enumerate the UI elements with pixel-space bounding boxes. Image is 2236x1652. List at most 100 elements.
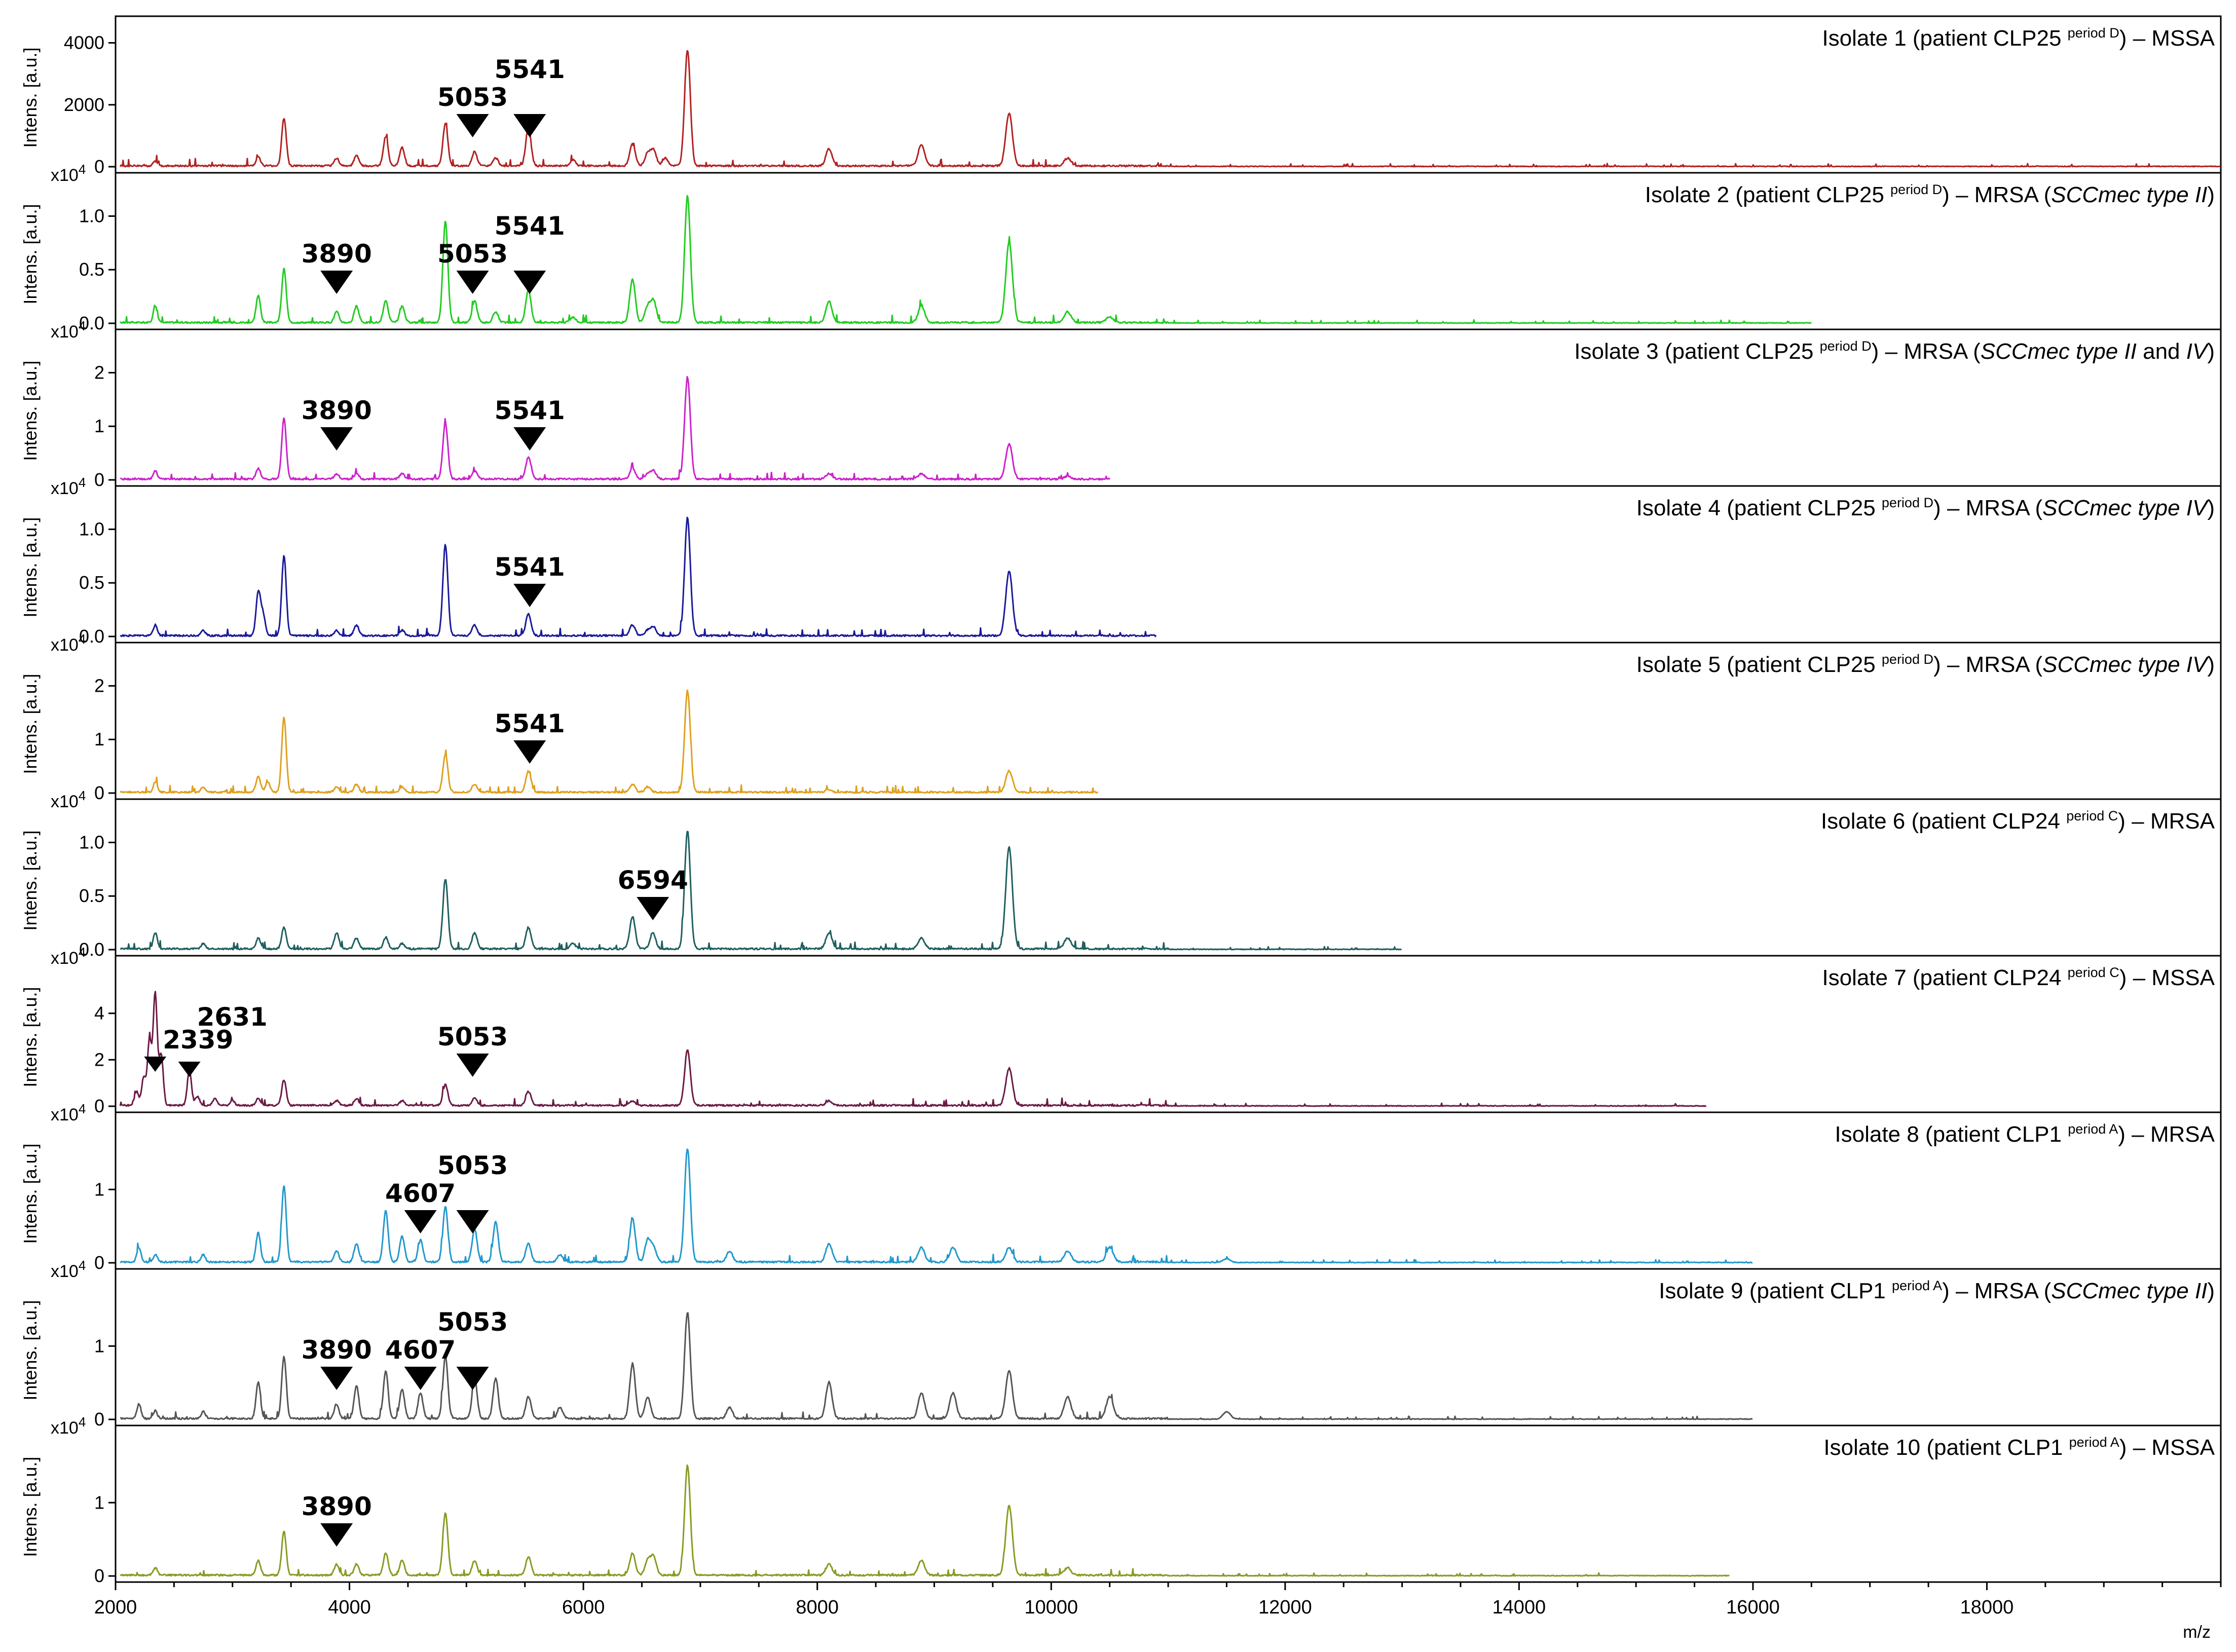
spectrum-trace [120,195,1812,324]
panel-title: Isolate 1 (patient CLP25 period D) – MSS… [1822,25,2215,51]
x-tick-label: 2000 [94,1597,137,1618]
spectrum-panel-5: Intens. [a.u.] 0 1 2 x104 Isolate 5 (patient … [20,631,2222,803]
spectrum-panel-8: Intens. [a.u.] 0 1 x104 Isolate 8 (patient C… [20,1101,2222,1273]
y-axis-label: Intens. [a.u.] [20,1456,41,1557]
spectrum-trace [120,516,1157,637]
spectrum-panel-4: Intens. [a.u.] 0.0 0.5 1.0 x104 Isolate 4 (pa… [20,475,2222,647]
y-axis-label: Intens. [a.u.] [20,987,41,1087]
y-tick-label: 1.0 [79,832,104,852]
y-axis-label: Intens. [a.u.] [20,360,41,461]
peak-label-4607: 4607 [385,1179,456,1208]
spectrum-panel-3: Intens. [a.u.] 0 1 2 x104 Isolate 3 (patient … [20,318,2222,490]
y-tick-label: 0.0 [79,313,104,333]
spectrum-trace [119,50,2221,168]
peak-label-2631: 2631 [197,1002,268,1032]
panel-title: Isolate 5 (patient CLP25 period D) – MRS… [1636,652,2215,677]
y-exponent-label: x104 [51,1414,86,1438]
y-tick-label: 2 [94,1049,104,1070]
spectrum-trace [120,1312,1753,1420]
x-tick-label: 6000 [562,1597,605,1618]
peak-marker-3890 [320,271,353,294]
peak-label-5541: 5541 [495,396,565,425]
y-exponent-label: x104 [51,1101,86,1124]
y-tick-label: 0 [94,1565,104,1586]
peak-marker-6594 [637,897,669,920]
peak-label-6594: 6594 [618,866,688,895]
y-tick-label: 2 [94,675,104,696]
peak-marker-5541 [513,114,546,137]
y-exponent-label: x104 [51,1258,86,1281]
panel-title: Isolate 10 (patient CLP1 period A) – MSS… [1823,1435,2215,1460]
peak-marker-2631 [178,1062,201,1077]
y-exponent-label: x104 [51,788,86,811]
spectra-panels: Intens. [a.u.] 0 2000 4 0 0 0 Isolate 1 (patien… [20,15,2222,1586]
y-tick-label: 1 [94,416,104,436]
y-tick-label: 1 [94,1179,104,1199]
y-tick-label: 1 [94,1335,104,1356]
spectrum-trace [119,991,1707,1107]
x-axis-label: m/z [2183,1623,2211,1642]
y-exponent-label: x104 [51,945,86,968]
x-tick-label: 4000 [328,1597,371,1618]
peak-marker-5053 [456,1210,489,1233]
y-tick-label: 0 [94,469,104,490]
panel-title: Isolate 9 (patient CLP1 period A) – MRSA… [1659,1278,2215,1303]
y-tick-label: 0.5 [79,259,104,280]
spectrum-panel-6: Intens. [a.u.] 0.0 0.5 1.0 x104 Isolate 6 (pa… [20,788,2222,960]
peak-label-5053: 5053 [437,1151,508,1180]
spectrum-trace [120,376,1110,481]
y-tick-label: 1 [94,729,104,749]
peak-marker-5541 [513,584,546,607]
y-tick-label: 0 [94,156,104,177]
peak-label-5541: 5541 [495,552,565,582]
x-tick-label: 8000 [796,1597,839,1618]
peak-marker-5053 [456,271,489,294]
spectrum-trace [120,689,1099,794]
peak-label-3890: 3890 [302,1492,372,1521]
spectrum-trace [120,1148,1753,1264]
y-tick-label: 0 [94,782,104,803]
peak-label-5053: 5053 [437,1307,508,1337]
peak-marker-4607 [404,1210,437,1233]
y-tick-label: 1 [94,1492,104,1513]
peak-marker-5053 [456,114,489,137]
y-axis-label: Intens. [a.u.] [20,830,41,930]
peak-label-2339: 2339 [163,1025,233,1055]
spectrum-panel-1: Intens. [a.u.] 0 2000 4000 Isolate 1 (patien… [20,15,2222,177]
panel-title: Isolate 4 (patient CLP25 period D) – MRS… [1636,495,2215,520]
peak-marker-4607 [404,1367,437,1390]
x-tick-label: 12000 [1258,1597,1312,1618]
y-tick-label: 2 [94,362,104,383]
peak-marker-5541 [513,271,546,294]
y-tick-label: 2000 [64,94,104,115]
x-tick-label: 10000 [1024,1597,1078,1618]
y-tick-label: 0.5 [79,885,104,906]
x-tick-label: 18000 [1960,1597,2014,1618]
spectrum-panel-7: Intens. [a.u.] 0 2 4 x104 Isolate 7 (patient … [20,945,2222,1116]
panel-title: Isolate 6 (patient CLP24 period C) – MRS… [1821,808,2215,834]
y-exponent-label: x104 [51,475,86,498]
peak-marker-3890 [320,1523,353,1547]
panel-title: Isolate 8 (patient CLP1 period A) – MRSA [1835,1121,2215,1147]
y-axis-label: Intens. [a.u.] [20,1143,41,1244]
panel-title: Isolate 3 (patient CLP25 period D) – MRS… [1574,339,2215,364]
peak-label-4607: 4607 [385,1335,456,1365]
peak-marker-3890 [320,1367,353,1390]
peak-label-5541: 5541 [495,709,565,738]
y-tick-label: 1.0 [79,205,104,226]
y-axis-label: Intens. [a.u.] [20,1300,41,1400]
x-axis: 2000 4000 6000 8000 10000 12000 14000 16000 1800… [94,1582,2222,1642]
spectrum-panel-10: Intens. [a.u.] 0 1 x104 Isolate 10 (patient … [20,1414,2222,1586]
y-tick-label: 0 [94,1252,104,1273]
y-exponent-label: x104 [51,631,86,655]
peak-label-5541: 5541 [495,55,565,84]
peak-marker-3890 [320,427,353,450]
panel-title: Isolate 7 (patient CLP24 period C) – MSS… [1822,965,2215,990]
peak-marker-5541 [513,740,546,764]
peak-marker-5053 [456,1054,489,1077]
x-tick-label: 16000 [1726,1597,1780,1618]
y-exponent-label: x104 [51,162,86,185]
y-tick-label: 0.0 [79,626,104,647]
y-tick-label: 1.0 [79,518,104,539]
y-tick-label: 4 [94,1003,104,1024]
